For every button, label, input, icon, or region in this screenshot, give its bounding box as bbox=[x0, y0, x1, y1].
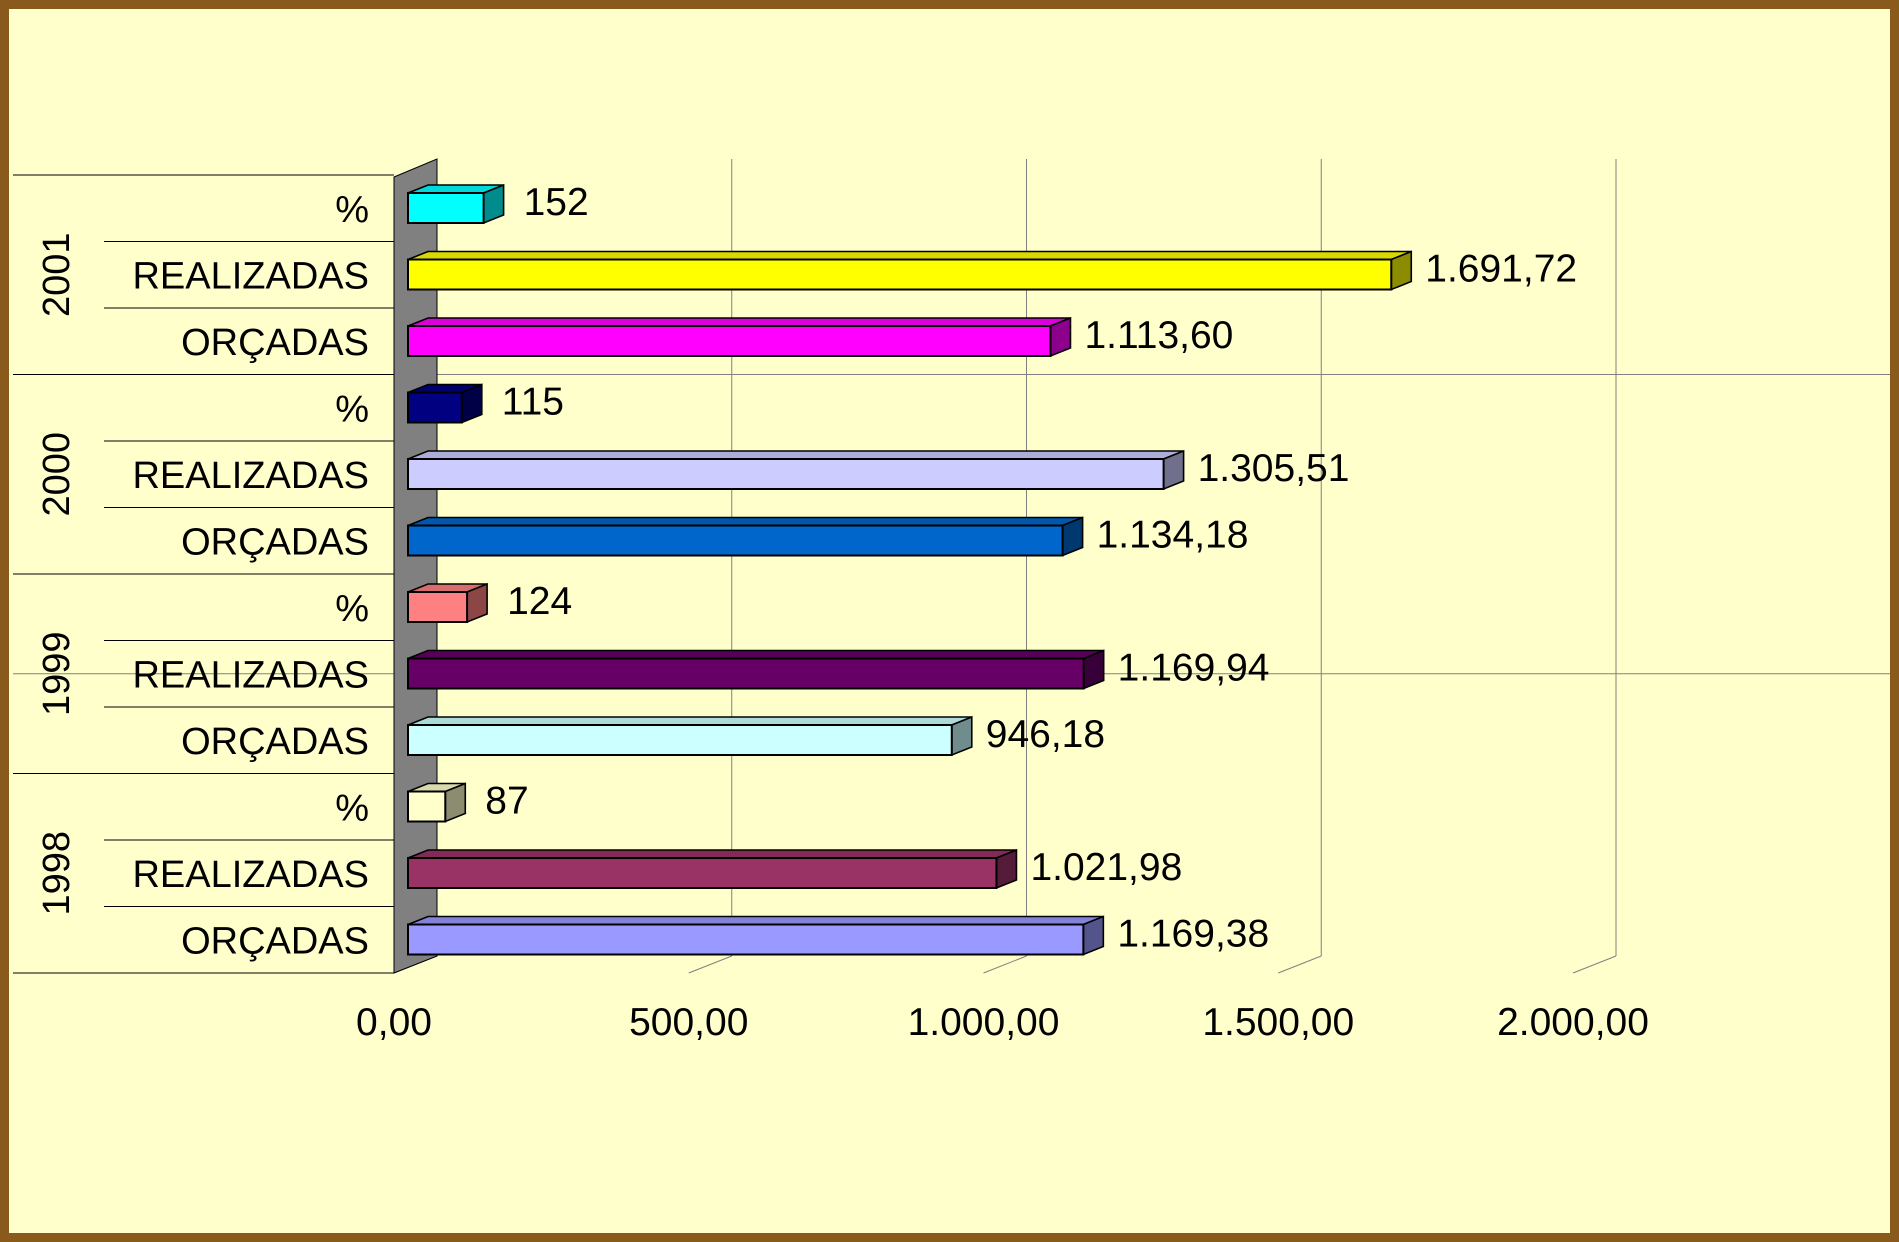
bar-front bbox=[407, 458, 1165, 490]
bar-top bbox=[407, 649, 1104, 660]
bar-front bbox=[407, 524, 1064, 557]
bar-1998-realizadas bbox=[407, 848, 1018, 890]
bar-2001-pct bbox=[407, 183, 505, 225]
category-label: REALIZADAS bbox=[132, 854, 369, 896]
year-label: 2001 bbox=[36, 232, 78, 317]
bar-top bbox=[407, 250, 1412, 261]
category-label: % bbox=[335, 788, 369, 830]
data-label: 1.691,72 bbox=[1425, 248, 1577, 291]
bar-chart: 1.169,38 1.021,98 87 946,18 1.169,94 124 1.134… bbox=[13, 158, 1890, 1044]
year-label: 1998 bbox=[36, 831, 78, 916]
category-label: ORÇADAS bbox=[181, 522, 369, 564]
axis-wall bbox=[393, 158, 438, 974]
bar-top bbox=[407, 450, 1184, 460]
bar-1999-pct bbox=[407, 582, 488, 624]
bar-top bbox=[407, 849, 1017, 859]
category-label: % bbox=[335, 189, 369, 231]
category-label: ORÇADAS bbox=[181, 721, 369, 763]
value-labels: 1.169,38 1.021,98 87 946,18 1.169,94 124 1.134… bbox=[485, 181, 1577, 956]
bar-front bbox=[407, 790, 447, 823]
bar-front bbox=[407, 923, 1085, 956]
bar-front bbox=[407, 192, 485, 224]
floor-line bbox=[1572, 955, 1617, 974]
bar-1999-realizadas bbox=[407, 649, 1105, 690]
bar-2000-pct bbox=[407, 383, 483, 424]
category-label: ORÇADAS bbox=[181, 921, 369, 963]
floor-line bbox=[688, 955, 732, 974]
category-label: % bbox=[335, 389, 369, 431]
year-label: 1999 bbox=[36, 631, 78, 716]
bar-front bbox=[407, 325, 1052, 357]
category-axis: ORÇADAS REALIZADAS% 1998 ORÇADAS REALIZADAS%… bbox=[13, 174, 394, 974]
category-label: REALIZADAS bbox=[132, 455, 369, 497]
bar-1999-orçadas bbox=[407, 715, 973, 757]
category-label: REALIZADAS bbox=[132, 655, 369, 697]
bar-front bbox=[407, 657, 1085, 690]
bar-top bbox=[407, 915, 1104, 926]
x-tick-label: 1.000,00 bbox=[908, 1001, 1060, 1044]
bar-2000-realizadas bbox=[407, 449, 1185, 491]
data-label: 87 bbox=[485, 780, 528, 823]
category-label: % bbox=[335, 588, 369, 630]
bars bbox=[407, 183, 1413, 956]
bar-front bbox=[407, 258, 1393, 291]
x-tick-label: 1.500,00 bbox=[1202, 1001, 1354, 1044]
data-label: 115 bbox=[502, 381, 564, 424]
bar-1998-orçadas bbox=[407, 915, 1105, 956]
bar-top bbox=[407, 317, 1071, 327]
category-label: REALIZADAS bbox=[132, 256, 369, 298]
data-label: 946,18 bbox=[986, 713, 1105, 756]
category-label: ORÇADAS bbox=[181, 322, 369, 364]
bar-top bbox=[407, 716, 973, 726]
bar-1998-pct bbox=[407, 782, 467, 823]
floor-line bbox=[983, 955, 1027, 974]
data-label: 124 bbox=[507, 580, 572, 623]
data-label: 1.021,98 bbox=[1030, 846, 1182, 889]
value-axis: 0,00 500,00 1.000,00 1.500,00 2.000,00 bbox=[356, 1001, 1649, 1044]
data-label: 1.113,60 bbox=[1084, 314, 1233, 357]
data-label: 1.169,38 bbox=[1117, 913, 1269, 956]
data-label: 152 bbox=[524, 181, 589, 224]
x-tick-label: 2.000,00 bbox=[1497, 1001, 1649, 1044]
bar-front bbox=[407, 391, 463, 424]
bar-front bbox=[407, 591, 469, 623]
bar-2001-realizadas bbox=[407, 250, 1413, 291]
bar-front bbox=[407, 724, 953, 756]
bar-top bbox=[407, 516, 1083, 527]
data-label: 1.134,18 bbox=[1097, 514, 1249, 557]
x-tick-label: 500,00 bbox=[629, 1001, 748, 1044]
data-label: 1.169,94 bbox=[1118, 647, 1270, 690]
floor-line bbox=[1278, 955, 1322, 974]
bar-front bbox=[407, 857, 998, 889]
axis-wall-panel bbox=[393, 158, 438, 974]
slide-background: 1.169,38 1.021,98 87 946,18 1.169,94 124 1.134… bbox=[9, 9, 1890, 1233]
bar-2001-orçadas bbox=[407, 316, 1072, 358]
x-tick-label: 0,00 bbox=[356, 1001, 432, 1044]
year-label: 2000 bbox=[36, 432, 78, 517]
data-label: 1.305,51 bbox=[1198, 447, 1350, 490]
bar-2000-orçadas bbox=[407, 516, 1084, 557]
